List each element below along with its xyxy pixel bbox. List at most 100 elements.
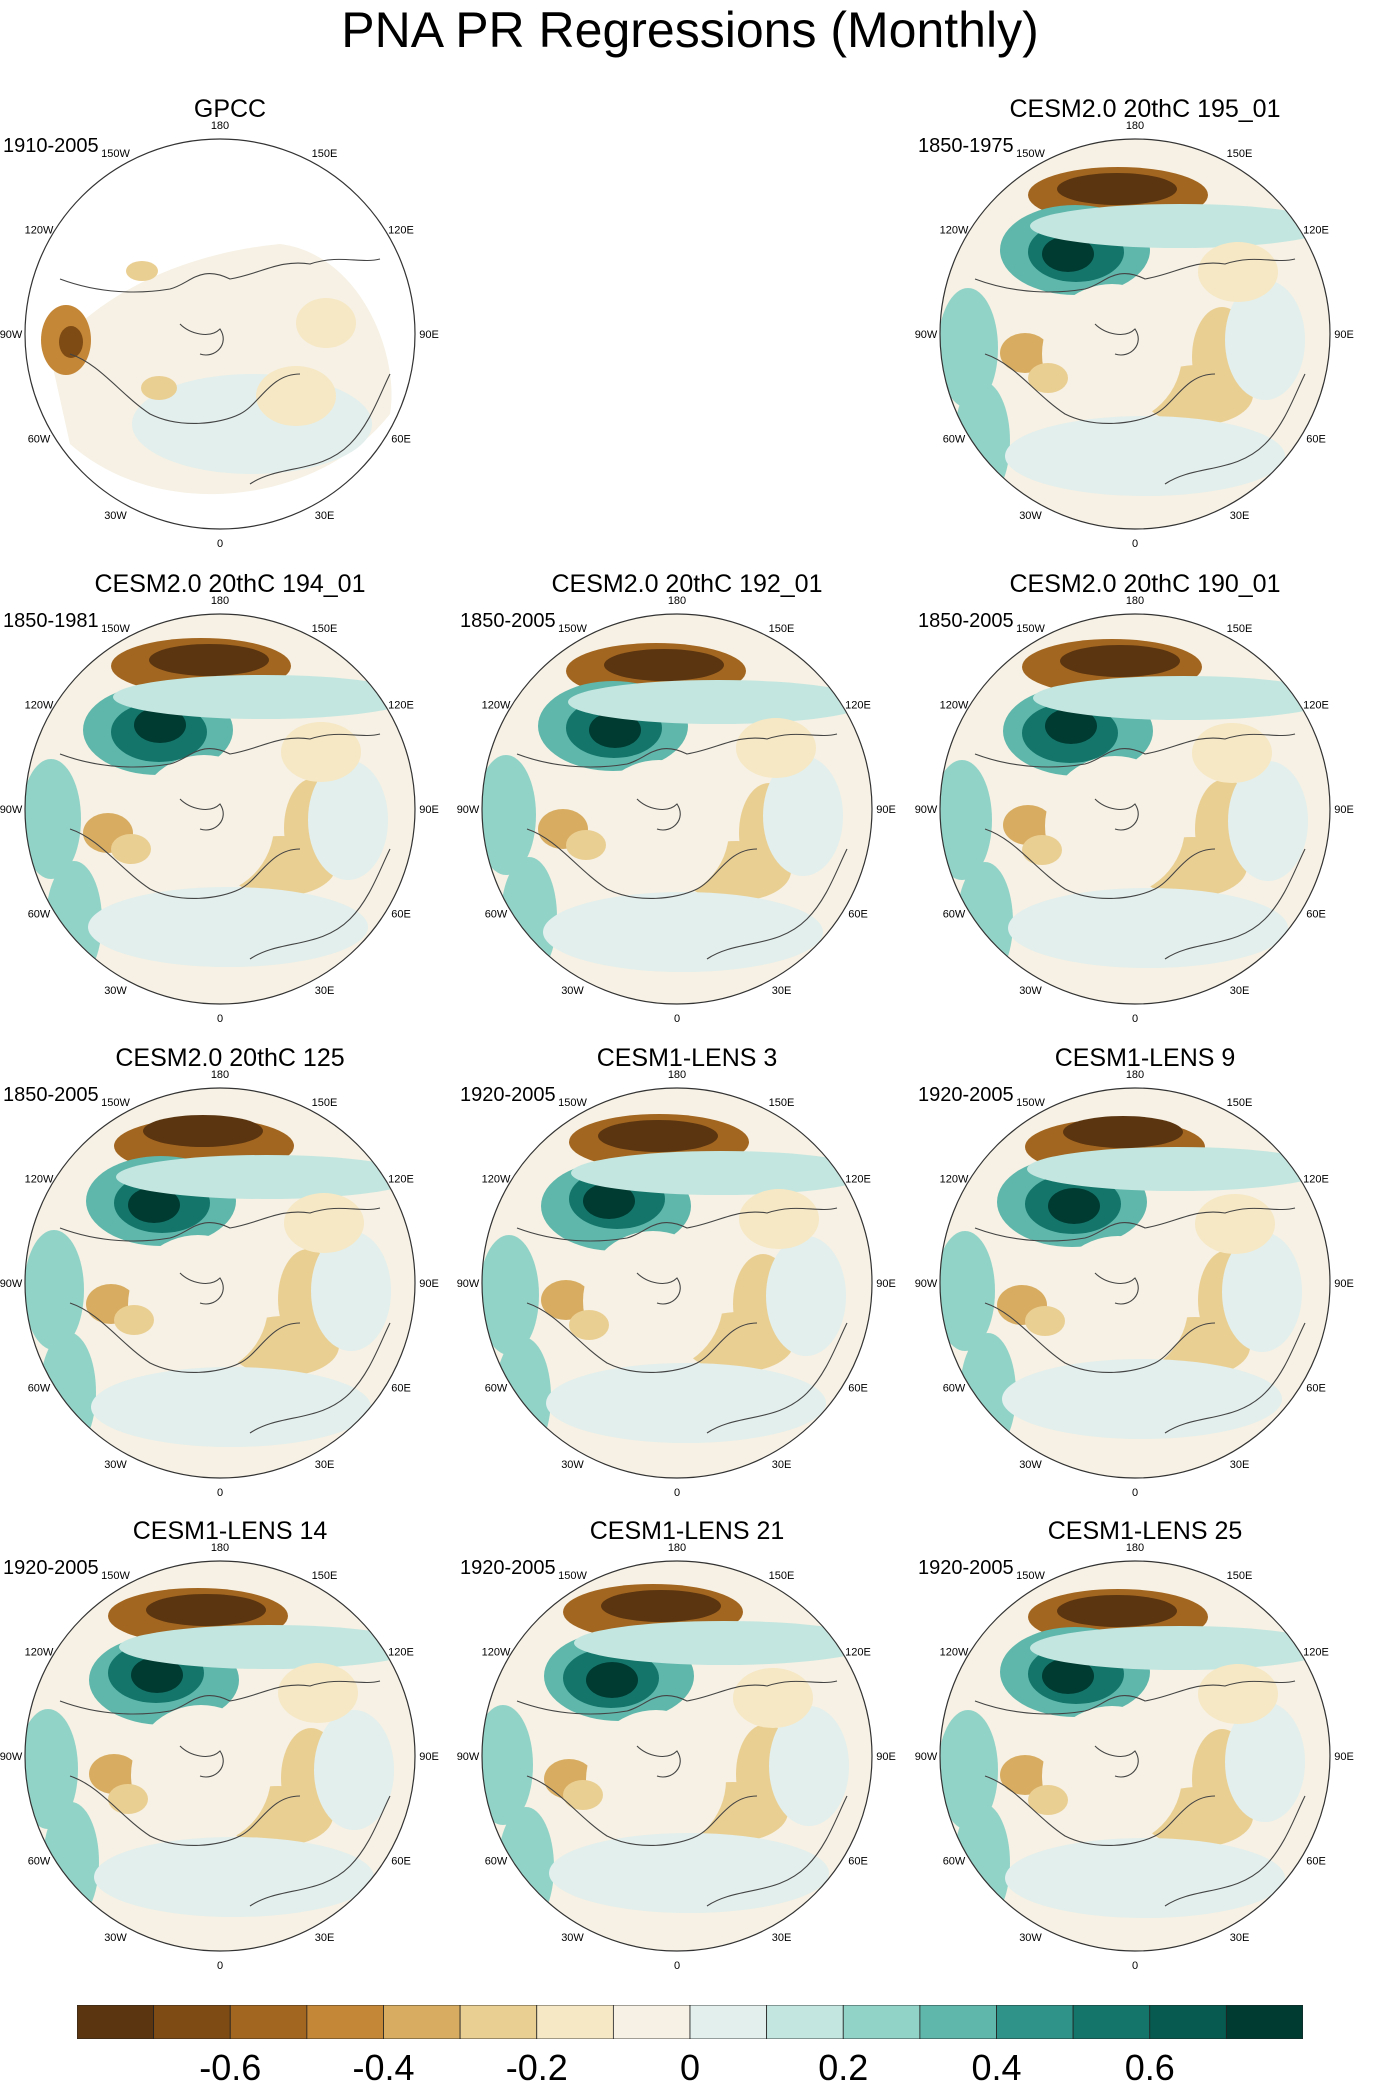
anomaly-contour xyxy=(1033,676,1330,720)
longitude-label: 90W xyxy=(0,1278,23,1290)
longitude-label: 150E xyxy=(312,1570,338,1582)
longitude-label: 30W xyxy=(561,985,584,997)
colorbar-tick-label: 0.6 xyxy=(1124,2047,1175,2088)
longitude-label: 150W xyxy=(1016,1570,1045,1582)
longitude-label: 60W xyxy=(28,1383,51,1395)
panel-title: CESM2.0 20thC 194_01 xyxy=(94,570,366,598)
longitude-label: 180 xyxy=(668,1069,686,1081)
anomaly-contour xyxy=(1228,761,1308,881)
longitude-label: 120E xyxy=(388,1174,414,1186)
map-boundary xyxy=(939,613,1331,1005)
coastline xyxy=(974,1207,1306,1434)
longitude-label: 90E xyxy=(419,329,439,341)
longitude-label: 30E xyxy=(1230,985,1250,997)
colorbar-swatch xyxy=(842,2005,921,2039)
longitude-label: 90E xyxy=(419,1751,439,1763)
map-panel-cesm2-195-01: CESM2.0 20thC 195_01 1850-1975 180 150E 12… xyxy=(915,95,1365,550)
longitude-label: 180 xyxy=(211,595,229,607)
anomaly-contour xyxy=(1198,242,1278,302)
colorbar-swatch xyxy=(996,2005,1074,2039)
longitude-label: 30W xyxy=(1019,985,1042,997)
longitude-label: 180 xyxy=(211,120,229,132)
longitude-label: 120W xyxy=(940,700,969,712)
map-boundary xyxy=(24,1560,416,1952)
anomaly-contour xyxy=(940,1710,998,1830)
coastline xyxy=(59,1680,391,1907)
anomaly-contour xyxy=(1063,1116,1183,1148)
longitude-label: 90E xyxy=(1334,1751,1354,1763)
polar-map: 180 150E 120E 90E 60E 30E 0 30W 60W 90W 120W 150W xyxy=(0,1542,439,1972)
colorbar-swatch xyxy=(536,2005,614,2039)
longitude-label: 30W xyxy=(1019,1932,1042,1944)
longitude-label: 60W xyxy=(943,909,966,921)
longitude-label: 30W xyxy=(561,1459,584,1471)
colorbar-swatch xyxy=(1072,2005,1151,2039)
anomaly-contour xyxy=(114,1305,154,1335)
longitude-label: 60W xyxy=(943,1856,966,1868)
longitude-label: 150E xyxy=(312,148,338,160)
map-boundary xyxy=(939,138,1331,530)
panel-title: CESM1-LENS 14 xyxy=(132,1517,328,1545)
longitude-label: 120E xyxy=(388,1647,414,1659)
polar-map: 180 150E 120E 90E 60E 30E 0 30W 60W 90W 120W 150W xyxy=(0,1069,439,1499)
anomaly-contour xyxy=(119,1625,415,1669)
longitude-label: 30W xyxy=(104,1932,127,1944)
map-boundary xyxy=(24,1087,416,1479)
longitude-label: 0 xyxy=(217,1013,223,1025)
longitude-label: 150E xyxy=(312,1097,338,1109)
longitude-label: 30E xyxy=(772,1932,792,1944)
colorbar-swatch xyxy=(153,2005,231,2039)
longitude-label: 60E xyxy=(848,909,868,921)
coastline xyxy=(516,1207,848,1434)
longitude-label: 120E xyxy=(845,700,871,712)
anomaly-contour xyxy=(1048,1236,1188,1376)
anomaly-contour xyxy=(131,1705,271,1845)
longitude-label: 0 xyxy=(674,1013,680,1025)
longitude-label: 180 xyxy=(1126,120,1144,132)
longitude-label: 150E xyxy=(1227,623,1253,635)
colorbar-swatch xyxy=(1225,2005,1303,2039)
longitude-label: 60W xyxy=(28,909,51,921)
panel-title: CESM1-LENS 3 xyxy=(596,1044,778,1072)
longitude-label: 120W xyxy=(25,1647,54,1659)
longitude-label: 120W xyxy=(25,1174,54,1186)
colorbar-tick-label: 0 xyxy=(679,2047,701,2088)
anomaly-contour xyxy=(1042,1658,1094,1694)
coastline xyxy=(974,733,1306,960)
panel-title: CESM1-LENS 9 xyxy=(1054,1044,1236,1072)
polar-map: 180 150E 120E 90E 60E 30E 0 30W 60W 90W 120W 150W xyxy=(915,595,1354,1025)
longitude-label: 150E xyxy=(769,1570,795,1582)
longitude-label: 90W xyxy=(457,804,480,816)
longitude-label: 90W xyxy=(915,329,938,341)
anomaly-contour xyxy=(571,1151,871,1195)
colorbar-tick-label: -0.4 xyxy=(352,2047,415,2088)
longitude-label: 150W xyxy=(101,1570,130,1582)
anomaly-contour xyxy=(1057,1595,1177,1627)
anomaly-contour xyxy=(739,1189,819,1249)
anomaly-contour xyxy=(543,892,823,972)
longitude-label: 60E xyxy=(1306,909,1326,921)
colorbar-swatch xyxy=(1149,2005,1227,2039)
anomaly-contour xyxy=(604,649,724,681)
anomaly-contour xyxy=(1030,204,1330,248)
anomaly-contour xyxy=(1000,1755,1050,1795)
longitude-label: 0 xyxy=(1132,1960,1138,1972)
anomaly-contour xyxy=(108,1784,148,1814)
longitude-label: 90W xyxy=(0,1751,23,1763)
colorbar xyxy=(77,2005,1303,2039)
colorbar-swatch xyxy=(459,2005,538,2039)
panel-period: 1920-2005 xyxy=(918,1557,1014,1579)
anomaly-contour xyxy=(940,1231,995,1351)
anomaly-contour xyxy=(566,830,606,860)
longitude-label: 30W xyxy=(1019,510,1042,522)
longitude-label: 120E xyxy=(1303,1647,1329,1659)
map-boundary xyxy=(481,1087,873,1479)
anomaly-contour xyxy=(763,756,843,876)
polar-map: 180 150E 120E 90E 60E 30E 0 30W 60W 90W 120W 150W xyxy=(457,1069,896,1499)
anomaly-contour xyxy=(569,1310,609,1340)
anomaly-contour xyxy=(501,857,557,977)
anomaly-contour xyxy=(149,644,269,676)
longitude-label: 90W xyxy=(0,804,23,816)
anomaly-contour xyxy=(314,1710,394,1830)
longitude-label: 90E xyxy=(1334,1278,1354,1290)
